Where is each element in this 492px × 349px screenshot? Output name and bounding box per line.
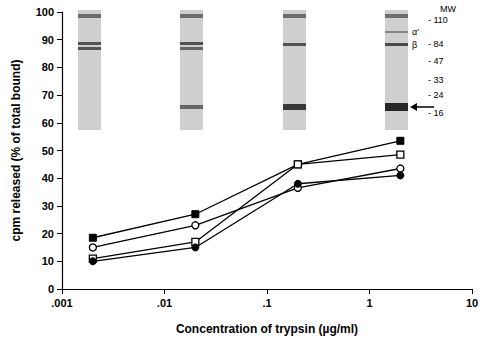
svg-text:20: 20 [42, 228, 54, 240]
svg-text:0: 0 [48, 283, 54, 295]
svg-text:10: 10 [466, 297, 478, 309]
svg-text:1: 1 [366, 297, 372, 309]
svg-text:.01: .01 [157, 297, 172, 309]
svg-text:β: β [412, 40, 417, 50]
svg-text:40: 40 [42, 172, 54, 184]
svg-text:50: 50 [42, 145, 54, 157]
svg-text:10: 10 [42, 255, 54, 267]
svg-text:- 16: - 16 [428, 108, 444, 118]
svg-text:80: 80 [42, 61, 54, 73]
svg-text:- 24: - 24 [428, 90, 444, 100]
svg-text:.001: .001 [51, 297, 72, 309]
svg-text:- 110: - 110 [428, 15, 448, 25]
svg-text:- 33: - 33 [428, 75, 444, 85]
svg-text:- 47: - 47 [428, 56, 444, 66]
svg-text:30: 30 [42, 200, 54, 212]
svg-text:- 84: - 84 [428, 39, 444, 49]
svg-text:MW: MW [440, 4, 456, 14]
svg-text:60: 60 [42, 117, 54, 129]
svg-text:Concentration of trypsin (µg/m: Concentration of trypsin (µg/ml) [176, 322, 358, 336]
svg-text:cpm released (% of total bound: cpm released (% of total bound) [9, 59, 23, 241]
svg-text:.1: .1 [262, 297, 271, 309]
svg-text:70: 70 [42, 89, 54, 101]
svg-text:α': α' [412, 27, 419, 37]
svg-text:100: 100 [36, 6, 54, 18]
svg-text:90: 90 [42, 34, 54, 46]
